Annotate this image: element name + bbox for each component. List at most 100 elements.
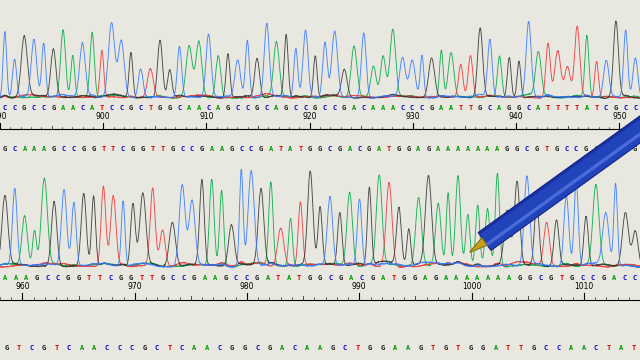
Text: 960: 960 (15, 282, 30, 291)
Text: C: C (239, 146, 243, 152)
Text: A: A (280, 345, 284, 351)
Text: G: G (223, 275, 228, 280)
Text: A: A (92, 345, 96, 351)
Text: G: G (284, 105, 288, 111)
Text: C: C (526, 105, 531, 111)
Text: T: T (545, 146, 548, 152)
Text: C: C (234, 275, 238, 280)
Text: C: C (622, 275, 627, 280)
Text: T: T (546, 105, 550, 111)
Text: G: G (77, 275, 81, 280)
Text: A: A (507, 275, 511, 280)
Text: A: A (569, 345, 573, 351)
Text: G: G (584, 146, 588, 152)
Text: C: C (3, 105, 7, 111)
Text: G: G (570, 275, 574, 280)
Text: C: C (400, 105, 404, 111)
Text: C: C (632, 275, 637, 280)
Text: A: A (393, 345, 397, 351)
Text: A: A (497, 105, 502, 111)
Text: C: C (623, 105, 628, 111)
Text: G: G (313, 105, 317, 111)
Text: A: A (187, 105, 191, 111)
Text: G: G (601, 275, 605, 280)
Text: 980: 980 (240, 282, 254, 291)
Text: C: C (294, 105, 298, 111)
Text: G: G (371, 275, 374, 280)
Text: G: G (339, 275, 343, 280)
Text: A: A (423, 275, 427, 280)
Text: C: C (12, 105, 17, 111)
Text: G: G (318, 146, 322, 152)
Text: G: G (226, 105, 230, 111)
Text: A: A (22, 146, 27, 152)
Text: G: G (515, 146, 519, 152)
Text: G: G (516, 105, 521, 111)
Text: C: C (544, 345, 548, 351)
Text: G: G (118, 275, 123, 280)
Text: A: A (454, 275, 458, 280)
Text: C: C (244, 275, 249, 280)
Text: G: G (633, 146, 637, 152)
Text: A: A (619, 345, 623, 351)
Text: G: G (318, 275, 322, 280)
Text: C: C (580, 275, 584, 280)
Text: A: A (456, 146, 460, 152)
Text: C: C (42, 105, 46, 111)
Text: G: G (554, 146, 559, 152)
Text: C: C (343, 345, 348, 351)
Text: G: G (52, 146, 56, 152)
Text: C: C (138, 105, 143, 111)
Text: G: G (229, 146, 234, 152)
Text: A: A (390, 105, 395, 111)
Text: A: A (465, 275, 469, 280)
Text: A: A (485, 146, 490, 152)
Text: A: A (371, 105, 376, 111)
Text: T: T (468, 105, 472, 111)
Text: C: C (236, 105, 240, 111)
Text: T: T (431, 345, 435, 351)
Text: G: G (531, 345, 536, 351)
Text: A: A (495, 146, 499, 152)
Text: A: A (406, 345, 410, 351)
Text: C: C (564, 146, 568, 152)
Text: C: C (538, 275, 543, 280)
Text: A: A (352, 105, 356, 111)
Text: G: G (170, 146, 175, 152)
Text: C: C (121, 146, 125, 152)
Text: C: C (171, 275, 175, 280)
Text: C: C (604, 146, 607, 152)
Text: A: A (349, 275, 354, 280)
Text: T: T (161, 146, 164, 152)
Text: G: G (444, 345, 447, 351)
Text: T: T (391, 275, 396, 280)
Text: C: C (332, 105, 337, 111)
Polygon shape (478, 106, 640, 251)
Text: C: C (591, 275, 595, 280)
Text: G: G (81, 146, 86, 152)
Text: T: T (167, 345, 172, 351)
Text: T: T (100, 105, 104, 111)
Text: T: T (278, 146, 283, 152)
Text: A: A (449, 105, 453, 111)
Text: T: T (594, 105, 598, 111)
Text: C: C (182, 275, 186, 280)
Text: T: T (518, 345, 523, 351)
Text: G: G (433, 275, 438, 280)
Text: G: G (330, 345, 335, 351)
Text: G: G (192, 275, 196, 280)
Text: G: G (307, 275, 312, 280)
Text: C: C (249, 146, 253, 152)
Text: C: C (613, 146, 618, 152)
Text: T: T (556, 105, 560, 111)
Text: G: G (481, 345, 485, 351)
Text: A: A (13, 275, 18, 280)
Text: C: C (303, 105, 308, 111)
Text: 970: 970 (127, 282, 142, 291)
Text: T: T (506, 345, 510, 351)
Text: C: C (604, 105, 608, 111)
Text: G: G (397, 146, 401, 152)
Text: G: G (308, 146, 312, 152)
Text: C: C (177, 105, 182, 111)
Text: A: A (196, 105, 201, 111)
